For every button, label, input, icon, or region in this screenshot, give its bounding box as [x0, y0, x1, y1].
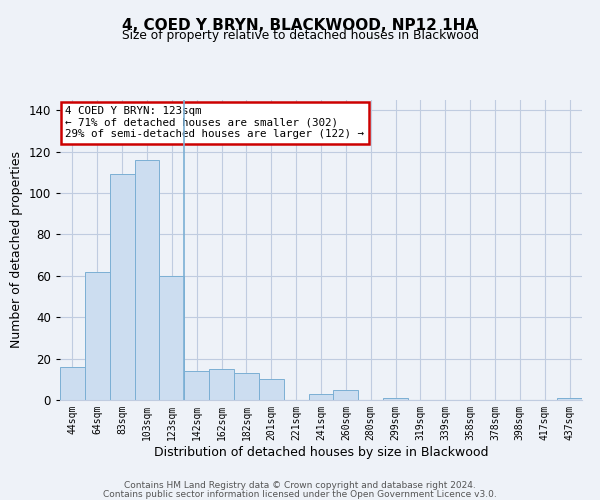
- Bar: [308, 394, 334, 400]
- Bar: [85, 272, 110, 400]
- Bar: [383, 398, 408, 400]
- Bar: [209, 369, 234, 400]
- X-axis label: Distribution of detached houses by size in Blackwood: Distribution of detached houses by size …: [154, 446, 488, 458]
- Bar: [184, 371, 209, 400]
- Text: 4, COED Y BRYN, BLACKWOOD, NP12 1HA: 4, COED Y BRYN, BLACKWOOD, NP12 1HA: [122, 18, 478, 32]
- Text: Size of property relative to detached houses in Blackwood: Size of property relative to detached ho…: [121, 29, 479, 42]
- Bar: [60, 367, 85, 400]
- Text: Contains HM Land Registry data © Crown copyright and database right 2024.: Contains HM Land Registry data © Crown c…: [124, 481, 476, 490]
- Bar: [557, 398, 582, 400]
- Bar: [334, 390, 358, 400]
- Bar: [134, 160, 160, 400]
- Bar: [160, 276, 184, 400]
- Bar: [110, 174, 134, 400]
- Bar: [234, 373, 259, 400]
- Text: Contains public sector information licensed under the Open Government Licence v3: Contains public sector information licen…: [103, 490, 497, 499]
- Bar: [259, 380, 284, 400]
- Y-axis label: Number of detached properties: Number of detached properties: [10, 152, 23, 348]
- Text: 4 COED Y BRYN: 123sqm
← 71% of detached houses are smaller (302)
29% of semi-det: 4 COED Y BRYN: 123sqm ← 71% of detached …: [65, 106, 364, 139]
